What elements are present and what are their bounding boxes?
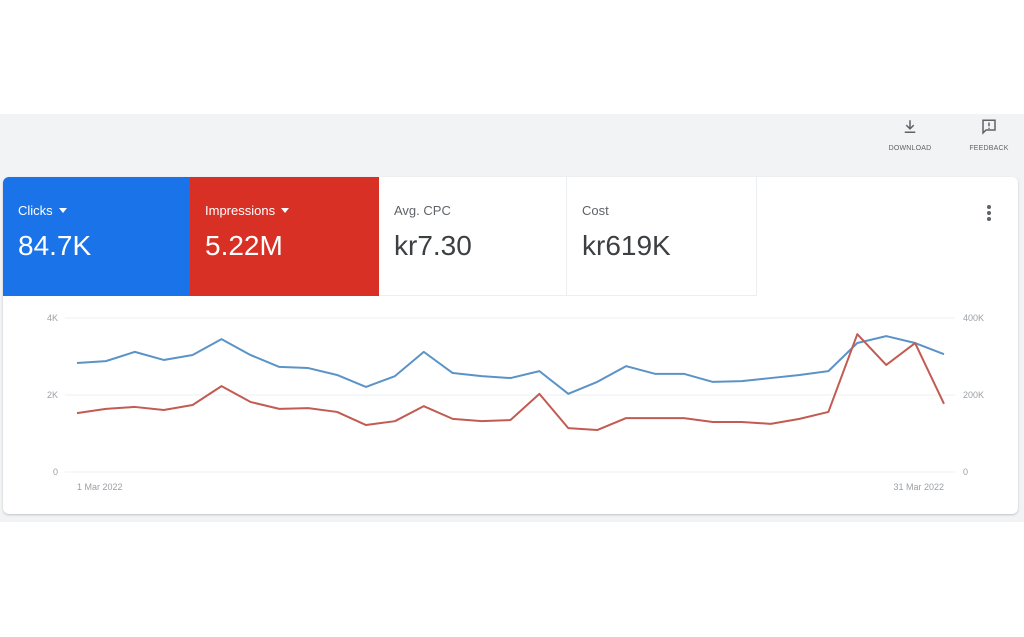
download-label: DOWNLOAD: [888, 145, 932, 152]
download-icon: [904, 120, 916, 133]
scorecard-clicks[interactable]: Clicks 84.7K: [3, 177, 190, 296]
scorecard-value: 5.22M: [205, 230, 283, 261]
scorecard-value: kr619K: [582, 230, 671, 261]
download-button[interactable]: DOWNLOAD: [875, 118, 945, 152]
series-line-impressions: [76, 333, 945, 432]
scorecard-label: Clicks: [18, 203, 53, 218]
scorecard-value: 84.7K: [18, 230, 92, 261]
scorecard-avg-cpc[interactable]: Avg. CPC kr7.30: [379, 177, 567, 296]
caret-down-icon[interactable]: [281, 208, 290, 213]
scorecard-label: Impressions: [205, 203, 276, 218]
scorecard-cost[interactable]: Cost kr619K: [567, 177, 757, 296]
feedback-button[interactable]: FEEDBACK: [954, 118, 1024, 152]
feedback-icon: [982, 119, 996, 135]
x-tick-label: 1 Mar 2022: [77, 482, 123, 492]
caret-down-icon[interactable]: [58, 208, 67, 213]
y-left-tick-label: 0: [53, 467, 58, 477]
y-right-tick-label: 0: [963, 467, 968, 477]
x-tick-label: 31 Mar 2022: [893, 482, 944, 492]
y-right-tick-label: 200K: [963, 390, 984, 400]
scorecard-impressions[interactable]: Impressions 5.22M: [190, 177, 379, 296]
y-left-tick-label: 2K: [47, 390, 58, 400]
series-line-clicks: [76, 335, 945, 395]
y-left-tick-label: 4K: [47, 313, 58, 323]
scorecard-value: kr7.30: [394, 230, 472, 261]
y-right-tick-label: 400K: [963, 313, 984, 323]
scorecard-label: Cost: [582, 203, 609, 218]
scorecard-label: Avg. CPC: [394, 203, 451, 218]
more-vert-icon[interactable]: [986, 205, 992, 223]
performance-card: Clicks 84.7K Impressions 5.22M Avg. CPC …: [3, 177, 1018, 514]
feedback-label: FEEDBACK: [969, 145, 1009, 152]
